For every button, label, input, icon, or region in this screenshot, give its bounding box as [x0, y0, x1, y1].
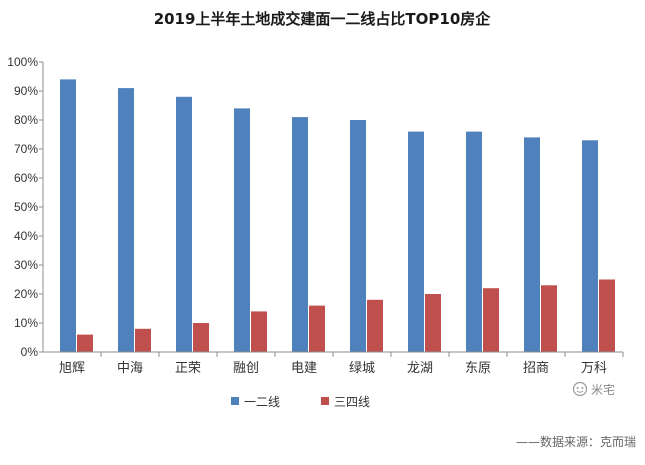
legend: 一二线 三四线 — [231, 395, 370, 409]
bar-三四线-旭辉 — [77, 334, 93, 352]
x-axis-ticks: 旭辉 中海 正荣 融创 电建 绿城 龙湖 东原 招商 万科 — [59, 352, 624, 376]
bar-三四线-招商 — [541, 285, 557, 352]
bar-一二线-中海 — [118, 88, 134, 352]
bar-一二线-电建 — [292, 117, 308, 352]
watermark: 米宅 — [572, 381, 615, 397]
bars — [60, 79, 615, 353]
x-tick-label: 融创 — [233, 361, 259, 376]
chart-title: 2019上半年土地成交建面一二线占比TOP10房企 — [154, 10, 492, 28]
bar-三四线-万科 — [599, 279, 615, 352]
wechat-icon — [572, 381, 588, 397]
y-tick-label: 40% — [14, 229, 38, 243]
bar-三四线-正荣 — [193, 323, 209, 352]
y-tick-label: 100% — [7, 55, 38, 69]
bar-一二线-招商 — [524, 137, 540, 352]
bar-一二线-旭辉 — [60, 79, 76, 353]
x-tick-label: 正荣 — [175, 361, 201, 376]
legend-label: 三四线 — [334, 395, 370, 409]
y-tick-label: 90% — [14, 84, 38, 98]
x-tick-label: 电建 — [291, 361, 317, 376]
y-tick-label: 60% — [14, 171, 38, 185]
bar-一二线-正荣 — [176, 96, 192, 352]
source-note: ——数据来源：克而瑞 — [516, 434, 636, 449]
y-tick-label: 50% — [14, 200, 38, 214]
bar-三四线-中海 — [135, 328, 151, 352]
y-tick-label: 70% — [14, 142, 38, 156]
x-tick-label: 绿城 — [349, 361, 375, 376]
watermark-text: 米宅 — [591, 382, 615, 397]
x-tick-label: 龙湖 — [407, 361, 433, 376]
bar-一二线-融创 — [234, 108, 250, 353]
bar-一二线-绿城 — [350, 120, 366, 352]
y-axis-ticks: 0% 10% 20% 30% 40% 50% 60% 70% 80% 90% 100% — [7, 55, 43, 359]
bar-三四线-电建 — [309, 305, 325, 352]
bar-一二线-万科 — [582, 140, 598, 352]
x-tick-label: 中海 — [117, 361, 143, 376]
bar-三四线-绿城 — [367, 299, 383, 352]
y-tick-label: 10% — [14, 316, 38, 330]
legend-label: 一二线 — [244, 395, 280, 409]
y-tick-label: 80% — [14, 113, 38, 127]
bar-三四线-龙湖 — [425, 294, 441, 352]
y-tick-label: 30% — [14, 258, 38, 272]
legend-swatch — [321, 397, 329, 405]
legend-swatch — [231, 397, 239, 405]
bar-一二线-龙湖 — [408, 131, 424, 352]
x-tick-label: 东原 — [465, 361, 491, 376]
bar-三四线-融创 — [251, 311, 267, 352]
x-tick-label: 招商 — [523, 361, 549, 376]
y-tick-label: 0% — [21, 345, 39, 359]
x-tick-label: 万科 — [581, 361, 607, 376]
y-tick-label: 20% — [14, 287, 38, 301]
bar-三四线-东原 — [483, 288, 499, 352]
x-tick-label: 旭辉 — [59, 361, 85, 376]
bar-一二线-东原 — [466, 131, 482, 352]
